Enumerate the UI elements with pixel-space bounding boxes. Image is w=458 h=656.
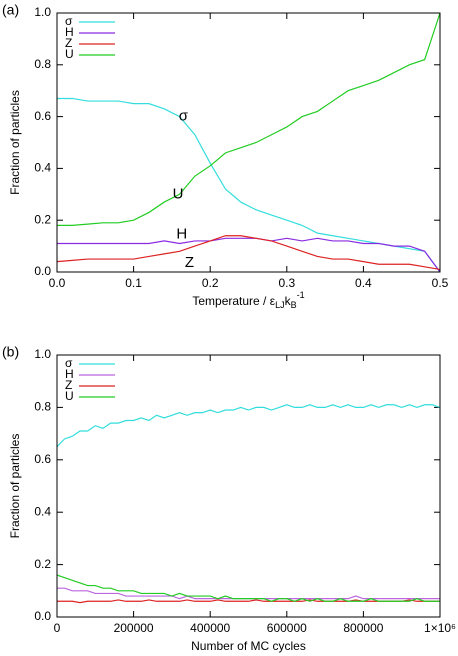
panel-label: (b) bbox=[2, 344, 19, 360]
legend-label: U bbox=[65, 47, 74, 61]
y-tick-label: 1.0 bbox=[34, 347, 51, 361]
annotation: Z bbox=[185, 254, 194, 271]
series-line bbox=[56, 574, 440, 602]
x-axis-label: Temperature / εLJkB-1 bbox=[192, 290, 304, 310]
x-tick-label: 400000 bbox=[190, 621, 230, 635]
x-axis-label-part: -1 bbox=[297, 290, 305, 300]
y-tick-label: 0.6 bbox=[34, 109, 51, 123]
series-line bbox=[57, 97, 441, 273]
y-tick-label: 0.2 bbox=[34, 557, 51, 571]
x-axis-label-part: LJ bbox=[275, 300, 285, 310]
x-tick-label: 0 bbox=[54, 621, 61, 635]
x-tick-label: 0.5 bbox=[432, 276, 449, 290]
y-axis-label: Fraction of particles bbox=[8, 434, 22, 539]
x-axis-label-part: k bbox=[285, 294, 292, 308]
x-tick-label: 0.3 bbox=[278, 276, 295, 290]
legend-label: H bbox=[65, 367, 74, 381]
plot-frame bbox=[56, 354, 441, 618]
x-tick-label: 200000 bbox=[114, 621, 154, 635]
y-axis-label: Fraction of particles bbox=[8, 90, 22, 195]
x-axis-label: Number of MC cycles bbox=[191, 639, 306, 653]
x-tick-label: 0.1 bbox=[125, 276, 142, 290]
y-tick-label: 0.4 bbox=[34, 504, 51, 518]
series-line bbox=[57, 12, 441, 226]
plot-frame bbox=[56, 12, 441, 273]
y-tick-label: 0.0 bbox=[34, 609, 51, 623]
x-axis-label-part: B bbox=[291, 300, 297, 310]
y-tick-label: 1.0 bbox=[34, 5, 51, 19]
y-tick-label: 0.2 bbox=[34, 212, 51, 226]
series-line bbox=[57, 599, 440, 604]
legend-label: σ bbox=[65, 356, 73, 370]
panel-label: (a) bbox=[2, 2, 19, 18]
y-tick-label: 0.6 bbox=[34, 452, 51, 466]
annotation: U bbox=[173, 185, 184, 202]
x-axis-label-part: Number of MC cycles bbox=[191, 639, 306, 653]
series-line bbox=[56, 404, 441, 448]
y-tick-label: 0.4 bbox=[34, 161, 51, 175]
x-tick-label: 600000 bbox=[267, 621, 307, 635]
series-line bbox=[56, 235, 441, 271]
x-tick-label: 0.0 bbox=[49, 276, 66, 290]
x-tick-label: 0.2 bbox=[202, 276, 219, 290]
series-line bbox=[57, 237, 441, 273]
annotation: σ bbox=[179, 108, 189, 125]
x-tick-label: 0.4 bbox=[355, 276, 372, 290]
legend-label: Z bbox=[65, 36, 72, 50]
legend-label: σ bbox=[65, 14, 73, 28]
legend-label: Z bbox=[65, 378, 72, 392]
x-tick-label: 800000 bbox=[343, 621, 383, 635]
x-tick-label: 1×10⁶ bbox=[424, 621, 456, 635]
y-tick-label: 0.0 bbox=[34, 264, 51, 278]
x-axis-label-part: Temperature / ε bbox=[192, 294, 275, 308]
annotation: H bbox=[176, 225, 187, 242]
y-tick-label: 0.8 bbox=[34, 57, 51, 71]
legend-label: H bbox=[65, 25, 74, 39]
legend-label: U bbox=[65, 389, 74, 403]
y-tick-label: 0.8 bbox=[34, 400, 51, 414]
